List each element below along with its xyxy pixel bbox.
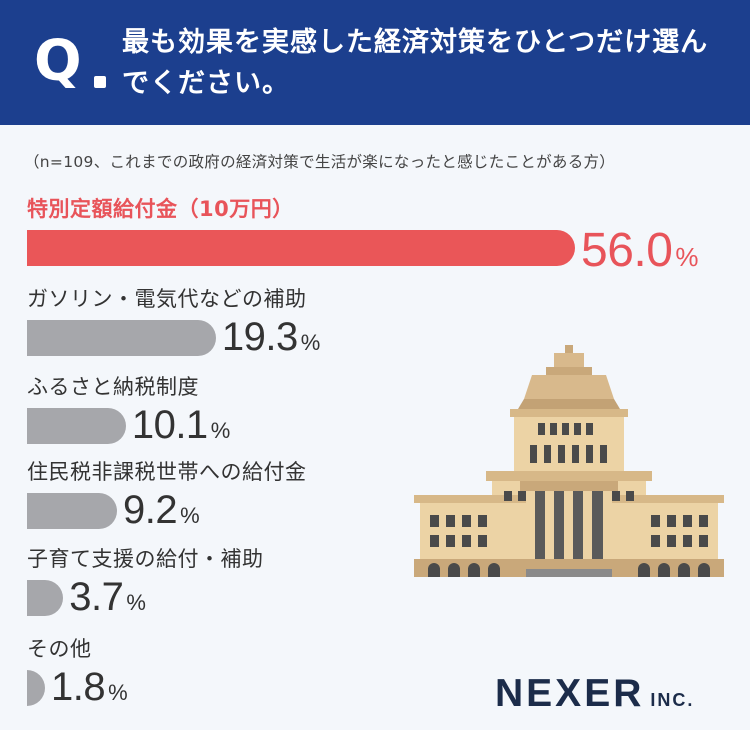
sample-note: （n=109、これまでの政府の経済対策で生活が楽になったと感じたことがある方）: [24, 153, 616, 171]
bar-label: ふるさと納税制度: [27, 375, 199, 399]
brand-logo: NEXER INC.: [495, 672, 694, 716]
question-text: 最も効果を実感した経済対策をひとつだけ選んでください。: [122, 27, 709, 99]
bar-label: その他: [27, 637, 92, 661]
bar-label: ガソリン・電気代などの補助: [27, 287, 307, 311]
question-q-dot: [94, 76, 106, 88]
header-banner: Q 最も効果を実感した経済対策をひとつだけ選んでください。: [0, 0, 750, 125]
bar-value-label: 10.1%: [132, 403, 230, 448]
bar-value-unit: %: [108, 680, 128, 705]
bar-label: 住民税非課税世帯への給付金: [27, 460, 307, 484]
bar-value-label: 1.8%: [51, 665, 128, 710]
bar: [27, 493, 118, 529]
brand-suffix: INC.: [650, 690, 695, 710]
bar: [27, 408, 126, 444]
bar: [27, 670, 45, 706]
bar-value-number: 10.1: [131, 403, 208, 447]
bar-value-label: 56.0%: [581, 223, 699, 278]
bar: [27, 230, 575, 266]
brand-name: NEXER: [495, 672, 645, 715]
bar-value-number: 3.7: [69, 575, 124, 619]
bar-value-label: 9.2%: [123, 488, 200, 533]
bar-value-number: 19.3: [221, 315, 298, 359]
bar-value-unit: %: [210, 418, 231, 443]
bar-value-label: 3.7%: [69, 575, 146, 620]
bar: [27, 580, 64, 616]
bar-value-label: 19.3%: [222, 315, 320, 360]
diet-building-illustration: [414, 345, 724, 577]
bar: [27, 320, 216, 356]
bar-value-unit: %: [675, 242, 699, 272]
bar-label: 子育て支援の給付・補助: [27, 547, 264, 571]
bar-value-number: 9.2: [123, 488, 178, 532]
bar-label: 特別定額給付金（10万円）: [27, 197, 294, 221]
bar-value-unit: %: [126, 590, 146, 615]
bar-value-number: 1.8: [51, 665, 106, 709]
bar-value-unit: %: [300, 330, 321, 355]
bar-value-number: 56.0: [581, 224, 673, 277]
question-q-mark: Q: [34, 29, 82, 94]
bar-value-unit: %: [180, 503, 200, 528]
